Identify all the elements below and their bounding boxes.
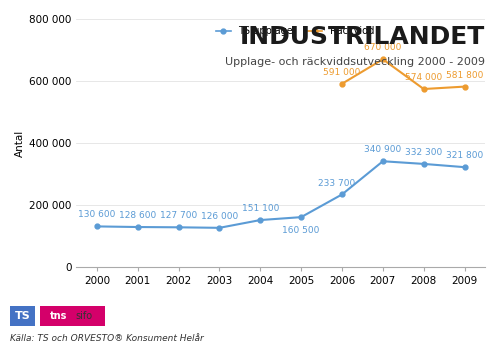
Text: 127 700: 127 700: [160, 211, 197, 220]
Legend: TS upplage, Räckvidd: TS upplage, Räckvidd: [216, 26, 374, 36]
Text: INDUSTRILANDET: INDUSTRILANDET: [240, 25, 485, 49]
Text: Källa: TS och ORVESTO® Konsument Helår: Källa: TS och ORVESTO® Konsument Helår: [10, 335, 204, 343]
Text: 128 600: 128 600: [119, 211, 156, 220]
Text: 574 000: 574 000: [405, 73, 442, 82]
Text: Upplage- och räckviddsutveckling 2000 - 2009: Upplage- och räckviddsutveckling 2000 - …: [225, 57, 485, 67]
Text: 340 900: 340 900: [364, 145, 402, 154]
Text: 126 000: 126 000: [201, 212, 238, 221]
Text: 321 800: 321 800: [446, 151, 483, 160]
Y-axis label: Antal: Antal: [15, 129, 25, 156]
Text: 670 000: 670 000: [364, 43, 402, 52]
Text: 151 100: 151 100: [242, 204, 279, 213]
Text: TS: TS: [14, 311, 30, 321]
Text: 591 000: 591 000: [324, 68, 360, 77]
Text: 233 700: 233 700: [318, 178, 355, 188]
Text: sifo: sifo: [76, 311, 93, 321]
Text: 581 800: 581 800: [446, 71, 484, 80]
Text: 332 300: 332 300: [405, 148, 442, 157]
Text: 160 500: 160 500: [282, 226, 320, 235]
Text: 130 600: 130 600: [78, 211, 116, 219]
Text: tns: tns: [50, 311, 67, 321]
